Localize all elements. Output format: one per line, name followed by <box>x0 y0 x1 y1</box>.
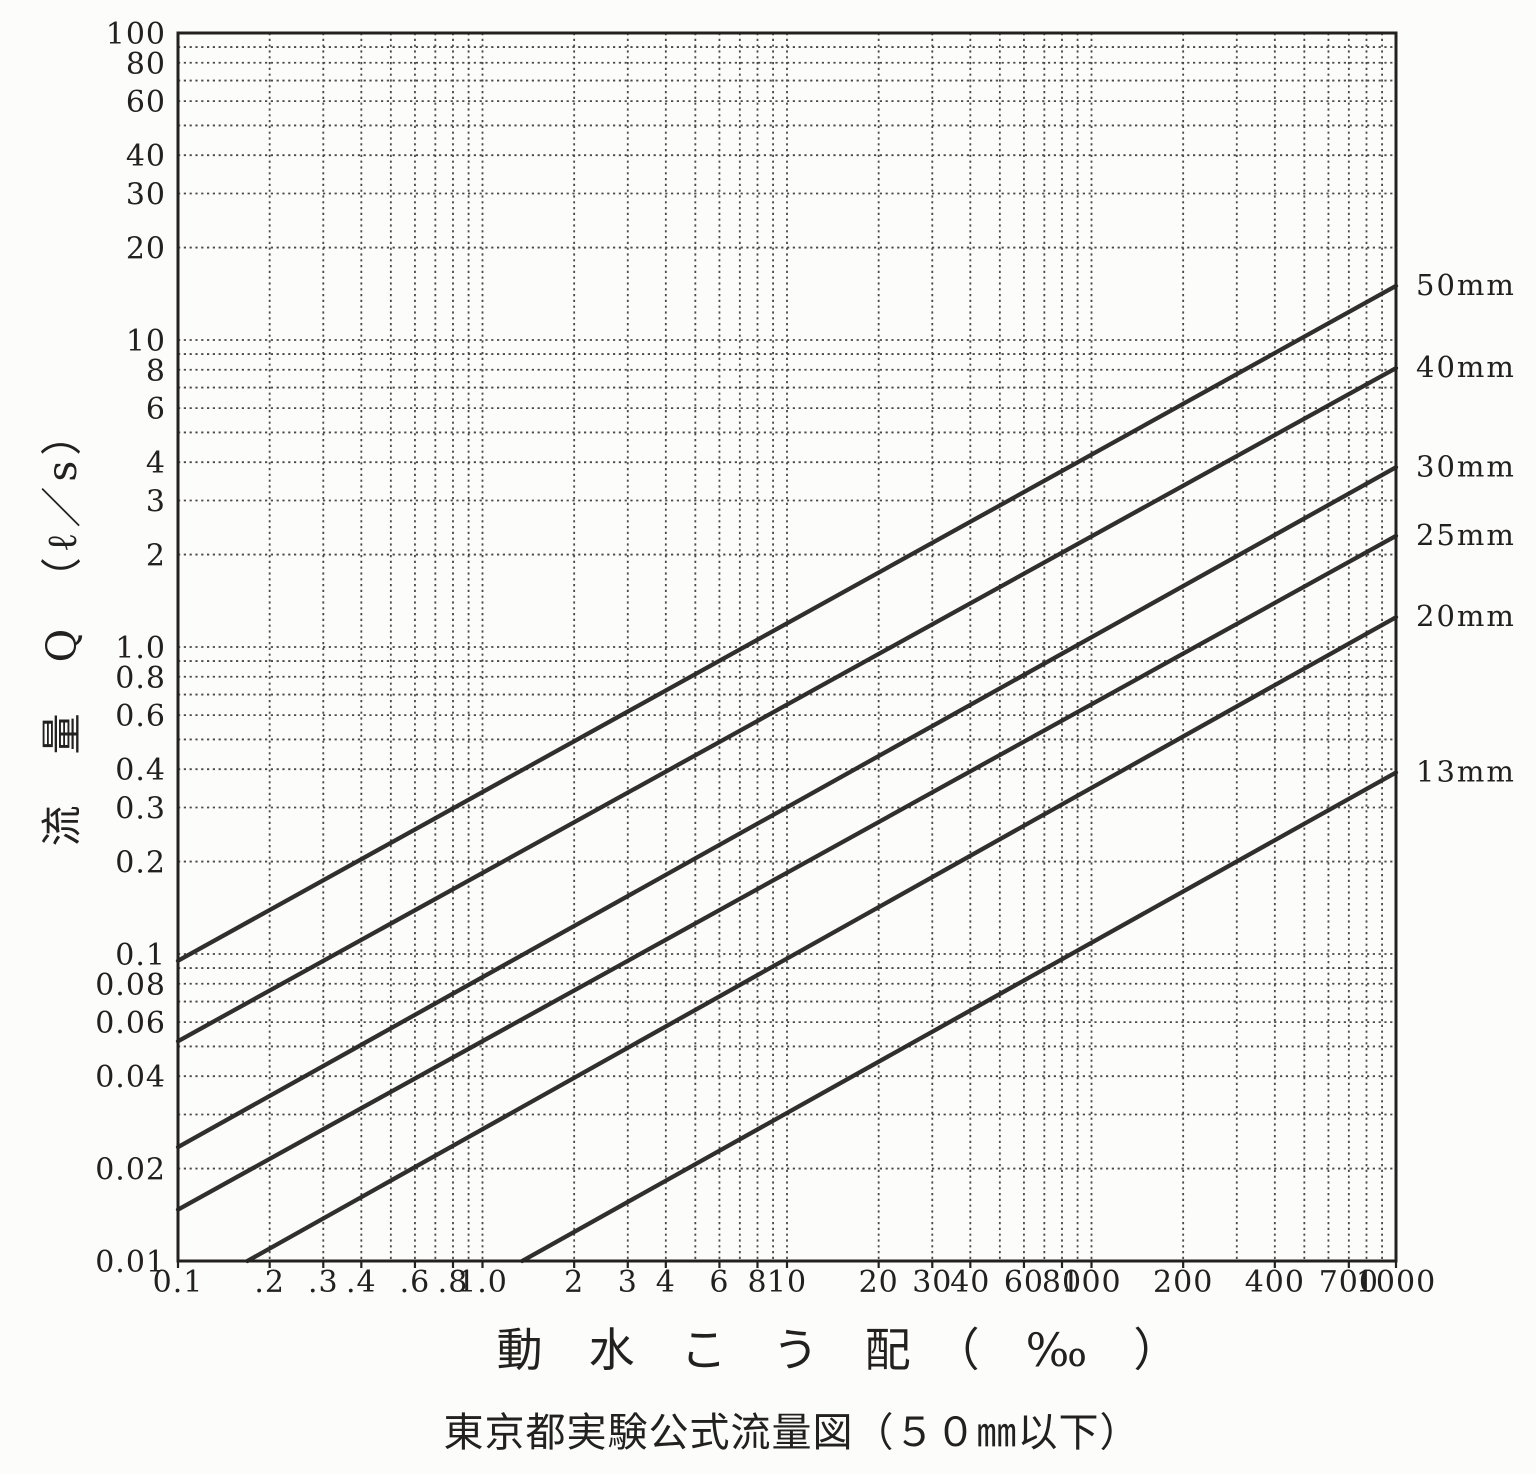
x-tick-label: 1.0 <box>457 1265 508 1300</box>
x-tick-label: 6 <box>709 1265 729 1300</box>
y-tick-label: 80 <box>126 47 166 82</box>
series-line-20mm <box>245 615 1399 1264</box>
y-tick-label: 0.08 <box>95 968 166 1003</box>
y-tick-label: 0.8 <box>115 661 166 696</box>
x-axis-ticks <box>176 1261 1398 1268</box>
series-line-30mm <box>175 465 1399 1150</box>
y-tick-label: 40 <box>126 139 166 174</box>
x-tick-label: 20 <box>859 1265 899 1300</box>
x-tick-label: 80 <box>1042 1265 1082 1300</box>
x-tick-label: 10 <box>767 1265 807 1300</box>
y-tick-label: 0.01 <box>95 1245 166 1280</box>
x-tick-label: .4 <box>346 1265 377 1300</box>
series-label-40mm: 40mm <box>1416 350 1516 384</box>
y-tick-label: 2 <box>146 539 166 574</box>
y-tick-label: 0.1 <box>115 938 166 973</box>
y-tick-label: 0.04 <box>95 1060 166 1095</box>
x-tick-label: .8 <box>438 1265 469 1300</box>
x-tick-label: 2 <box>564 1265 584 1300</box>
grid-layer <box>178 33 1396 1261</box>
y-tick-label: 6 <box>146 392 166 427</box>
y-tick-label: 30 <box>126 178 166 213</box>
series-line-40mm <box>175 365 1399 1044</box>
x-tick-label: .3 <box>308 1265 339 1300</box>
y-axis-title: 流 量 Q （ℓ／s） <box>38 409 86 847</box>
series-label-30mm: 30mm <box>1416 449 1516 483</box>
y-tick-label: 0.6 <box>115 699 166 734</box>
series-label-20mm: 20mm <box>1416 599 1516 633</box>
chart-caption: 東京都実験公式流量図（５０㎜以下） <box>443 1410 1141 1456</box>
y-tick-label: 20 <box>126 232 166 267</box>
y-tick-label: 60 <box>126 85 166 120</box>
y-tick-label: 0.3 <box>115 792 166 827</box>
series-line-25mm <box>175 533 1399 1212</box>
series-label-50mm: 50mm <box>1416 268 1516 302</box>
x-tick-label: 700 <box>1319 1265 1379 1300</box>
series-label-13mm: 13mm <box>1416 755 1516 789</box>
y-tick-label: 0.4 <box>115 753 166 788</box>
y-tick-label: 0.02 <box>95 1153 166 1188</box>
y-tick-label: 8 <box>146 354 166 389</box>
series-line-13mm <box>520 770 1399 1264</box>
x-tick-label: 8 <box>747 1265 767 1300</box>
y-tick-label: 0.2 <box>115 846 166 881</box>
y-tick-label: 100 <box>106 17 166 52</box>
x-tick-label: 100 <box>1061 1265 1121 1300</box>
x-tick-label: 0.1 <box>153 1265 204 1300</box>
x-tick-label: 3 <box>618 1265 638 1300</box>
series-label-25mm: 25mm <box>1416 518 1516 552</box>
x-tick-label: 400 <box>1245 1265 1305 1300</box>
x-tick-label: 200 <box>1153 1265 1213 1300</box>
x-tick-label: 1000 <box>1356 1265 1436 1300</box>
x-tick-label: .2 <box>254 1265 285 1300</box>
x-axis-title: 動 水 こ う 配 （ ‰ ） <box>496 1323 1180 1377</box>
y-tick-label: 10 <box>126 324 166 359</box>
x-tick-label: 60 <box>1004 1265 1044 1300</box>
y-tick-label: 4 <box>146 446 166 481</box>
y-tick-label: 0.06 <box>95 1006 166 1041</box>
series-line-50mm <box>175 283 1399 963</box>
y-tick-label: 1.0 <box>115 631 166 666</box>
x-tick-label: 30 <box>912 1265 952 1300</box>
x-tick-label: .6 <box>400 1265 431 1300</box>
x-tick-label: 4 <box>656 1265 676 1300</box>
y-tick-label: 3 <box>146 485 166 520</box>
x-tick-label: 40 <box>950 1265 990 1300</box>
